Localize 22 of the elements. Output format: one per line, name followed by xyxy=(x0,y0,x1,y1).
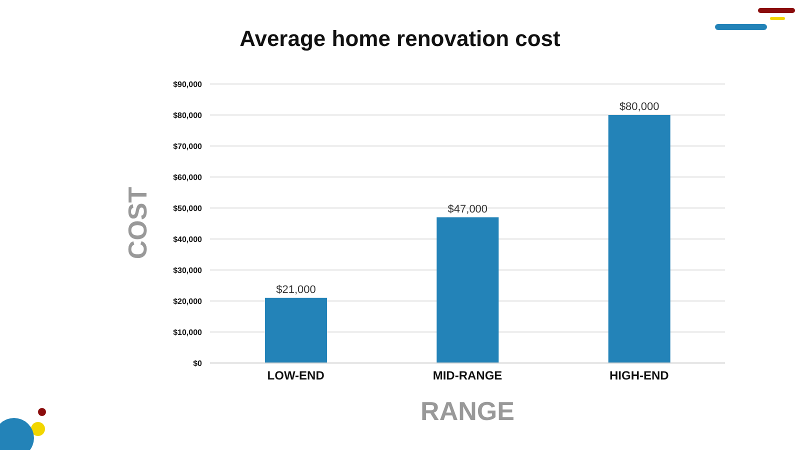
bar xyxy=(608,115,670,363)
y-tick-label: $50,000 xyxy=(173,204,203,213)
y-tick-label: $40,000 xyxy=(173,234,203,244)
data-label: $47,000 xyxy=(448,203,488,216)
data-label: $80,000 xyxy=(619,101,660,113)
y-tick-label: $80,000 xyxy=(173,110,203,120)
y-tick-label: $20,000 xyxy=(173,296,203,306)
y-tick-label: $0 xyxy=(193,358,203,368)
data-label: $21,000 xyxy=(276,284,316,296)
x-tick-label: MID-RANGE xyxy=(432,368,502,383)
y-axis-title: COST xyxy=(122,186,154,260)
chart-title: Average home renovation cost xyxy=(238,26,562,52)
y-tick-label: $10,000 xyxy=(173,328,203,337)
y-tick-label: $90,000 xyxy=(173,80,203,89)
y-tick-label: $70,000 xyxy=(173,142,203,151)
bar xyxy=(436,217,499,363)
x-axis-title: RANGE xyxy=(420,396,516,427)
bar xyxy=(265,298,327,363)
y-tick-label: $60,000 xyxy=(173,172,203,182)
x-tick-label: LOW-END xyxy=(267,368,325,383)
x-tick-label: HIGH-END xyxy=(609,368,670,383)
y-tick-label: $30,000 xyxy=(173,266,203,275)
